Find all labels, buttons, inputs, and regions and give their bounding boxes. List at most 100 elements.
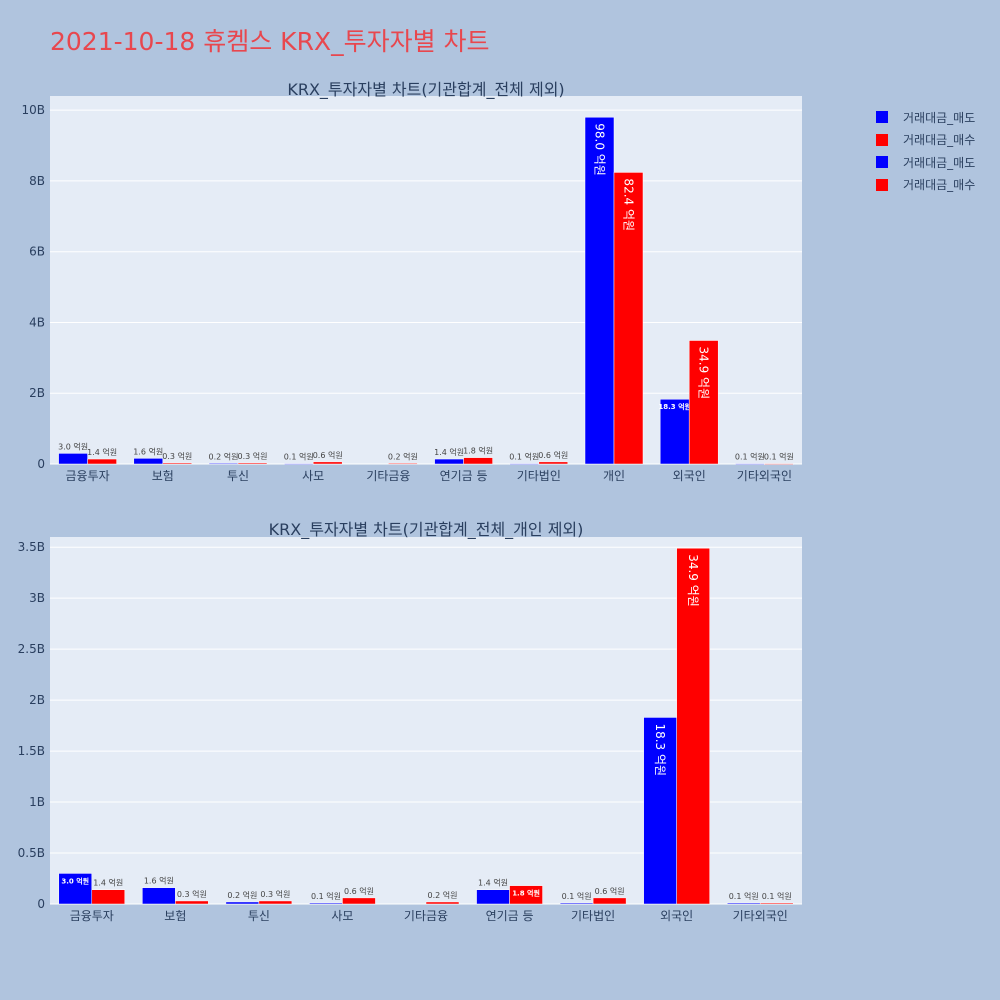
data-label: 0.1 억원: [284, 452, 314, 462]
bar[interactable]: [58, 873, 93, 905]
x-tick-label: 외국인: [673, 469, 706, 483]
bar[interactable]: [592, 897, 627, 905]
y-tick-label: 10B: [21, 103, 45, 117]
y-tick-label: 0: [37, 897, 45, 911]
chart-top: 0 2B 4B 6B 8B 10B KRX_투자자별 차트(기관합계_전체 제외) 금융투자 3…: [21, 80, 802, 483]
x-tick-label: 연기금 등: [486, 909, 534, 923]
bar[interactable]: [759, 902, 794, 905]
legend-swatch: [876, 133, 888, 146]
y-tick-label: 0: [37, 457, 45, 471]
bar[interactable]: [688, 340, 719, 465]
bar[interactable]: [58, 453, 88, 465]
bar[interactable]: [258, 900, 293, 905]
data-label: 0.1 억원: [764, 452, 794, 462]
bar[interactable]: [142, 887, 176, 905]
bar[interactable]: [764, 463, 794, 465]
data-label: 0.3 억원: [177, 889, 207, 899]
x-tick-label: 기타외국인: [733, 909, 788, 923]
y-tick-label: 4B: [29, 315, 45, 329]
x-tick-label: 투신: [227, 469, 249, 483]
bar[interactable]: [133, 458, 164, 465]
bar[interactable]: [476, 889, 510, 905]
legend: 거래대금_매도 거래대금_매수 거래대금_매도 거래대금_매수: [876, 106, 975, 196]
bar[interactable]: [559, 902, 594, 905]
data-label: 0.1 억원: [562, 891, 592, 901]
data-label: 18.3 억원: [653, 723, 667, 776]
y-tick-label: 6B: [29, 245, 45, 259]
y-tick-label: 3.5B: [18, 540, 45, 554]
bar[interactable]: [643, 717, 677, 905]
data-label: 0.6 억원: [313, 450, 343, 460]
y-tick-label: 2B: [29, 693, 45, 707]
bar[interactable]: [726, 902, 761, 905]
y-tick-label: 2.5B: [18, 642, 45, 656]
x-tick-label: 기타금융: [404, 909, 448, 923]
data-label: 82.4 억원: [622, 178, 636, 231]
y-tick-label: 1B: [29, 795, 45, 809]
x-tick-label: 금융투자: [70, 909, 114, 923]
data-label: 0.3 억원: [260, 889, 290, 899]
x-tick-label: 보험: [164, 909, 186, 923]
data-label: 1.4 억원: [87, 447, 117, 457]
y-tick-label: 3B: [29, 591, 45, 605]
bar[interactable]: [388, 463, 418, 465]
bar[interactable]: [613, 172, 644, 465]
bar[interactable]: [175, 900, 209, 905]
legend-label: 거래대금_매수: [903, 133, 976, 148]
bar[interactable]: [225, 901, 260, 905]
data-label: 0.6 억원: [344, 886, 374, 896]
x-tick-label: 연기금 등: [440, 469, 488, 483]
bar[interactable]: [312, 461, 343, 465]
bar[interactable]: [659, 398, 690, 465]
data-label: 0.6 억원: [538, 450, 568, 460]
y-tick-label: 2B: [29, 386, 45, 400]
data-label: 0.1 억원: [735, 452, 765, 462]
legend-item[interactable]: 거래대금_매수: [876, 129, 975, 152]
data-label: 0.6 억원: [595, 886, 625, 896]
data-label: 1.8 억원: [463, 446, 493, 456]
bar[interactable]: [676, 547, 710, 905]
x-tick-label: 기타법인: [571, 909, 615, 923]
x-tick-label: 금융투자: [66, 469, 110, 483]
bar[interactable]: [584, 116, 615, 465]
data-label: 0.1 억원: [729, 891, 759, 901]
bar[interactable]: [309, 902, 343, 905]
legend-label: 거래대금_매수: [903, 178, 976, 193]
data-label: 1.4 억원: [478, 878, 508, 888]
legend-swatch: [876, 178, 888, 191]
x-tick-label: 사모: [302, 469, 324, 483]
data-label: 0.3 억원: [162, 451, 192, 461]
data-label: 0.3 억원: [238, 451, 268, 461]
x-tick-label: 기타외국인: [737, 469, 792, 483]
legend-item[interactable]: 거래대금_매수: [876, 174, 975, 197]
data-label: 0.2 억원: [388, 451, 418, 461]
data-label: 0.1 억원: [509, 452, 539, 462]
data-label: 0.2 억원: [428, 890, 458, 900]
chart-title: KRX_투자자별 차트(기관합계_전체 제외): [287, 80, 564, 100]
bar[interactable]: [538, 461, 569, 465]
legend-item[interactable]: 거래대금_매도: [876, 151, 975, 174]
data-label: 3.0 억원: [58, 441, 88, 451]
data-label: 0.2 억원: [227, 890, 257, 900]
bar[interactable]: [162, 462, 193, 465]
x-tick-label: 기타법인: [517, 469, 561, 483]
bar[interactable]: [463, 457, 493, 465]
y-tick-label: 1.5B: [18, 744, 45, 758]
legend-item[interactable]: 거래대금_매도: [876, 106, 975, 129]
data-label: 0.1 억원: [762, 891, 792, 901]
bar[interactable]: [509, 885, 543, 905]
data-label: 0.1 억원: [311, 891, 341, 901]
y-tick-label: 0.5B: [18, 846, 45, 860]
x-tick-label: 기타금융: [366, 469, 410, 483]
bar[interactable]: [342, 897, 376, 905]
bar[interactable]: [87, 458, 117, 465]
bar[interactable]: [237, 462, 268, 465]
y-tick-label: 8B: [29, 174, 45, 188]
bar[interactable]: [425, 901, 460, 905]
data-label: 1.6 억원: [144, 876, 174, 886]
data-label: 1.8 억원: [512, 889, 540, 898]
x-tick-label: 투신: [248, 909, 270, 923]
x-tick-label: 외국인: [660, 909, 693, 923]
bar[interactable]: [91, 889, 126, 905]
data-label: 1.4 억원: [93, 878, 123, 888]
